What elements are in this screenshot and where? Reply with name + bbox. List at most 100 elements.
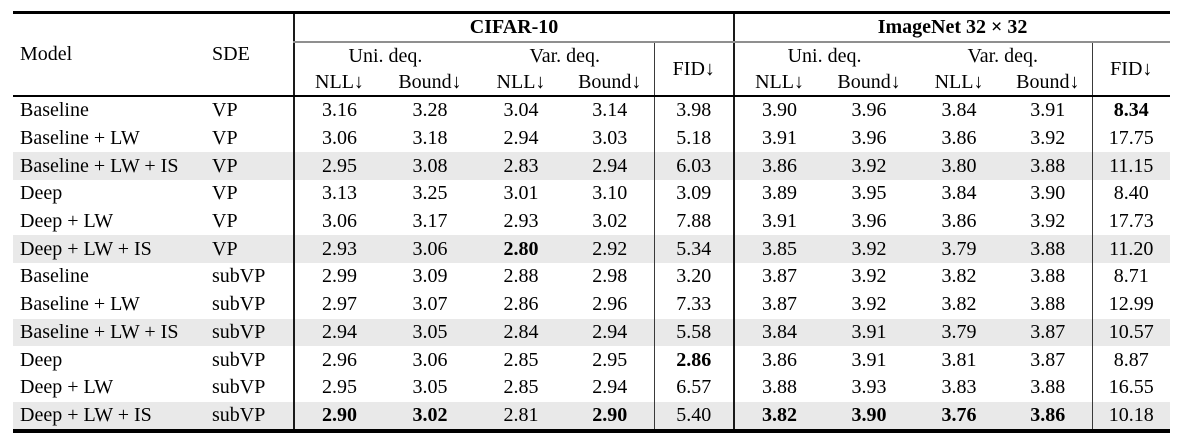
value-cell: 3.81: [941, 348, 977, 371]
value-cell: 6.57: [653, 373, 735, 402]
model-cell: Deep + LW + IS: [20, 237, 152, 260]
metric-header-row: NLL↓ Bound↓ NLL↓ Bound↓ NLL↓ Bound↓ NLL↓…: [13, 69, 1170, 97]
table-body: Baseline VP 3.16 3.28 3.04 3.14 3.98 3.9…: [13, 96, 1171, 432]
value-cell: 3.09: [412, 265, 448, 288]
value-cell: 5.40: [653, 401, 735, 432]
sde-cell: subVP: [212, 265, 266, 288]
subheader-uni-deq: Uni. deq.: [293, 42, 476, 69]
value-cell: 3.25: [412, 182, 448, 205]
sde-cell: subVP: [212, 293, 266, 316]
value-cell: 17.73: [1091, 207, 1171, 236]
group-header-imagenet: ImageNet 32 × 32: [733, 12, 1171, 43]
value-cell: 8.71: [1091, 263, 1171, 291]
value-cell: 3.96: [851, 99, 887, 122]
table-row: Deep + LW subVP 2.95 3.05 2.85 2.94 6.57…: [13, 373, 1171, 402]
value-cell: 3.82: [941, 265, 977, 288]
value-cell: 3.13: [293, 180, 384, 208]
value-cell: 8.34: [1091, 96, 1171, 125]
model-cell: Baseline + LW + IS: [20, 320, 179, 343]
subheader-var-deq: Var. deq.: [529, 44, 601, 67]
table-row: Deep + LW + IS subVP 2.90 3.02 2.81 2.90…: [13, 401, 1171, 432]
value-cell: 5.18: [653, 124, 735, 153]
value-cell: 3.20: [653, 263, 735, 291]
value-cell: 3.91: [1030, 99, 1066, 122]
value-cell: 16.55: [1091, 373, 1171, 402]
value-cell: 3.79: [941, 237, 977, 260]
col-header-fid: FID↓: [1091, 42, 1171, 97]
value-cell: 3.89: [733, 180, 825, 208]
sde-cell: VP: [212, 237, 238, 260]
value-cell: 2.85: [503, 348, 539, 371]
value-cell: 3.92: [851, 293, 887, 316]
value-cell: 3.28: [412, 99, 448, 122]
value-cell: 2.85: [503, 376, 539, 399]
value-cell: 7.88: [653, 207, 735, 236]
value-cell: 11.15: [1091, 152, 1171, 181]
value-cell: 2.90: [293, 401, 384, 432]
sde-cell: VP: [212, 127, 238, 150]
value-cell: 2.93: [503, 210, 539, 233]
value-cell: 3.10: [592, 182, 628, 205]
value-cell: 3.90: [733, 96, 825, 125]
col-header-fid: FID↓: [653, 42, 735, 97]
value-cell: 3.16: [293, 96, 384, 125]
model-cell: Deep + LW: [20, 210, 114, 233]
value-cell: 3.82: [733, 401, 825, 432]
value-cell: 3.06: [412, 237, 448, 260]
value-cell: 3.95: [851, 182, 887, 205]
value-cell: 3.87: [1030, 348, 1066, 371]
subheader-uni-deq: Uni. deq.: [733, 42, 915, 69]
model-cell: Deep: [20, 348, 63, 371]
value-cell: 3.07: [412, 293, 448, 316]
value-cell: 10.57: [1091, 318, 1171, 347]
value-cell: 3.88: [733, 373, 825, 402]
value-cell: 3.87: [1030, 320, 1066, 343]
sde-cell: subVP: [212, 376, 266, 399]
value-cell: 3.06: [293, 124, 384, 153]
value-cell: 3.88: [1030, 154, 1066, 177]
model-cell: Baseline + LW: [20, 293, 140, 316]
table-row: Deep subVP 2.96 3.06 2.85 2.95 2.86 3.86…: [13, 346, 1171, 374]
col-header-nll: NLL↓: [293, 69, 384, 97]
table-row: Baseline + LW + IS VP 2.95 3.08 2.83 2.9…: [13, 152, 1171, 181]
group-header-row: Model SDE CIFAR-10 ImageNet 32 × 32: [13, 12, 1171, 97]
model-cell: Deep: [20, 182, 63, 205]
value-cell: 3.86: [1030, 403, 1066, 426]
value-cell: 2.84: [503, 320, 539, 343]
value-cell: 3.92: [851, 265, 887, 288]
value-cell: 3.17: [412, 210, 448, 233]
value-cell: 3.87: [733, 290, 825, 319]
value-cell: 3.05: [412, 320, 448, 343]
value-cell: 2.96: [592, 293, 628, 316]
value-cell: 2.95: [293, 373, 384, 402]
value-cell: 3.83: [941, 376, 977, 399]
table-row: Baseline VP 3.16 3.28 3.04 3.14 3.98 3.9…: [13, 96, 1171, 125]
value-cell: 3.80: [941, 154, 977, 177]
value-cell: 2.96: [293, 346, 384, 374]
sde-cell: subVP: [212, 348, 266, 371]
value-cell: 2.94: [293, 318, 384, 347]
value-cell: 2.80: [503, 237, 539, 260]
value-cell: 3.02: [412, 403, 448, 426]
col-header-bound: Bound↓: [1004, 69, 1093, 97]
value-cell: 2.86: [653, 346, 735, 374]
value-cell: 2.90: [592, 403, 628, 426]
subgroup-header-row: Uni. deq. Var. deq. FID↓ Uni. deq. Var. …: [13, 42, 1171, 97]
value-cell: 11.20: [1091, 235, 1171, 264]
value-cell: 3.90: [851, 403, 887, 426]
value-cell: 5.58: [653, 318, 735, 347]
value-cell: 3.88: [1030, 376, 1066, 399]
value-cell: 3.82: [941, 293, 977, 316]
table-row: Deep + LW VP 3.06 3.17 2.93 3.02 7.88 3.…: [13, 207, 1171, 236]
value-cell: 3.79: [941, 320, 977, 343]
value-cell: 3.92: [851, 154, 887, 177]
value-cell: 3.91: [733, 207, 825, 236]
col-header-bound: Bound↓: [824, 69, 915, 97]
sde-cell: VP: [212, 99, 238, 122]
table-row: Deep + LW + IS VP 2.93 3.06 2.80 2.92 5.…: [13, 235, 1171, 264]
value-cell: 3.09: [653, 180, 735, 208]
value-cell: 3.05: [412, 376, 448, 399]
page: Model SDE CIFAR-10 ImageNet 32 × 32 Uni.…: [13, 11, 1171, 434]
value-cell: 3.18: [412, 127, 448, 150]
value-cell: 7.33: [653, 290, 735, 319]
